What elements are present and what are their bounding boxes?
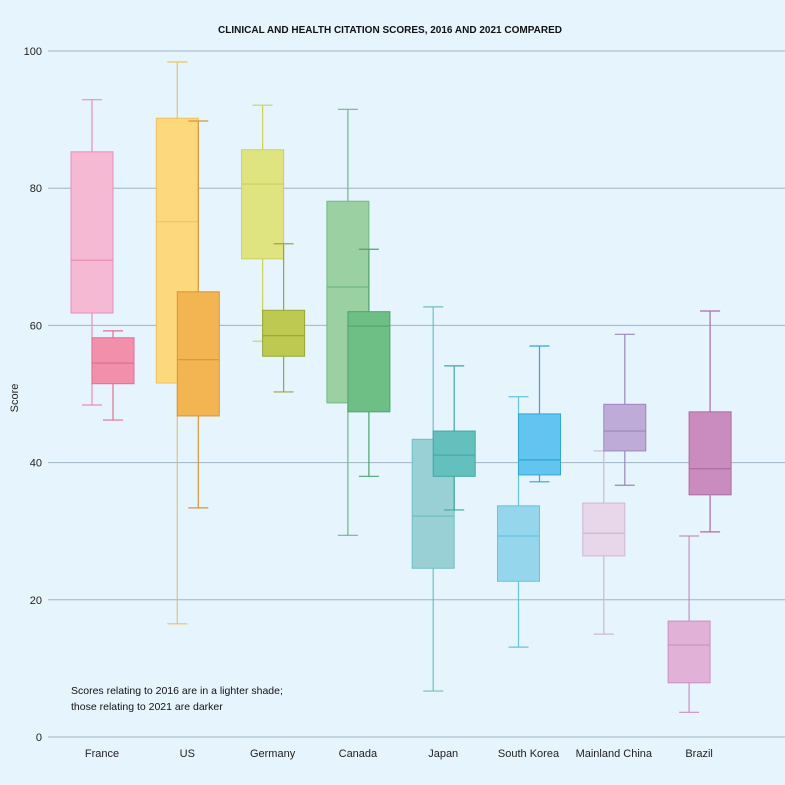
box-iqr	[603, 403, 647, 452]
y-axis-label: Score	[9, 384, 21, 413]
y-tick-label: 0	[36, 732, 42, 744]
legend-note-line-2: those relating to 2021 are darker	[71, 701, 223, 713]
box-2021-germany	[262, 243, 306, 393]
category-label: Brazil	[685, 748, 713, 760]
category-labels: France US Germany Canada Japan South Korea Mai…	[85, 748, 713, 760]
box-2021-south-korea	[518, 345, 561, 483]
box-iqr	[497, 505, 540, 582]
box-iqr	[582, 502, 626, 557]
box-2021-brazil	[688, 310, 732, 533]
box-iqr	[241, 149, 285, 260]
box-2021-us	[176, 120, 220, 509]
box-iqr	[91, 337, 135, 385]
y-tick-label: 20	[30, 595, 42, 607]
box-2021-japan	[432, 365, 476, 511]
chart-title: CLINICAL AND HEALTH CITATION SCORES, 201…	[218, 25, 562, 36]
box-2021-canada	[347, 248, 391, 477]
y-tick-label: 40	[30, 458, 42, 470]
box-2016-mainland-china	[582, 450, 626, 635]
y-tick-label: 80	[30, 183, 42, 195]
box-2016-japan	[411, 306, 455, 692]
box-2021-france	[91, 330, 135, 421]
box-2016-france	[70, 99, 114, 406]
box-iqr	[347, 311, 391, 413]
box-iqr	[262, 309, 306, 357]
box-2016-brazil	[667, 535, 711, 713]
y-tick-label: 60	[30, 320, 42, 332]
category-label: US	[180, 748, 195, 760]
box-iqr	[70, 151, 114, 314]
box-iqr	[518, 413, 561, 476]
box-iqr	[667, 620, 711, 684]
box-iqr	[176, 291, 220, 417]
box-2021-mainland-china	[603, 333, 647, 486]
category-label: Mainland China	[576, 748, 653, 760]
category-label: France	[85, 748, 119, 760]
box-2016-south-korea	[497, 396, 540, 648]
legend-note-line-1: Scores relating to 2016 are in a lighter…	[71, 685, 283, 697]
category-label: South Korea	[498, 748, 560, 760]
y-tick-label: 100	[24, 46, 42, 58]
boxes	[70, 61, 732, 713]
category-label: Japan	[428, 748, 458, 760]
box-iqr	[688, 411, 732, 496]
box-2016-germany	[241, 104, 285, 342]
box-iqr	[432, 430, 476, 477]
category-label: Canada	[339, 748, 378, 760]
category-label: Germany	[250, 748, 296, 760]
